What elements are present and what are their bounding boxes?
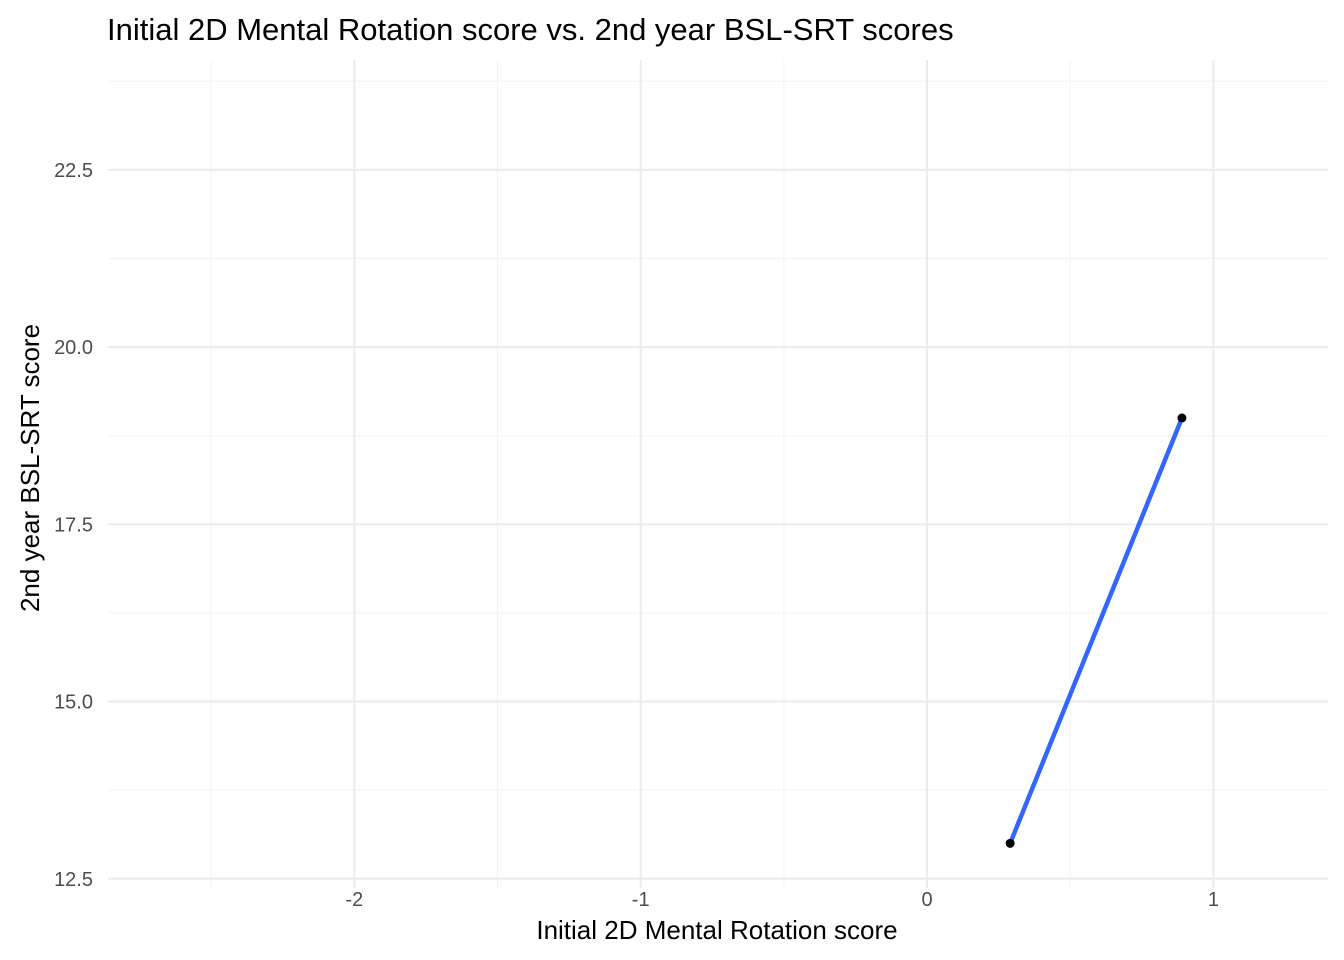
plot-series: [1005, 413, 1187, 848]
x-tick-label: -2: [345, 889, 363, 911]
x-tick-label: 1: [1208, 889, 1219, 911]
y-tick-label: 12.5: [54, 869, 93, 891]
data-point: [1177, 413, 1187, 423]
minor-gridlines: [108, 60, 1328, 888]
x-axis-title: Initial 2D Mental Rotation score: [536, 915, 897, 945]
major-gridlines: [108, 60, 1328, 888]
x-tick-label: -1: [632, 889, 650, 911]
x-tick-label: 0: [922, 889, 933, 911]
fit-line: [1007, 415, 1185, 846]
data-point: [1005, 838, 1015, 848]
chart-title: Initial 2D Mental Rotation score vs. 2nd…: [107, 12, 954, 47]
y-axis-title: 2nd year BSL-SRT score: [15, 324, 45, 612]
y-tick-label: 20.0: [54, 337, 93, 359]
y-tick-label: 15.0: [54, 692, 93, 714]
y-tick-label: 17.5: [54, 514, 93, 536]
y-tick-label: 22.5: [54, 160, 93, 182]
tick-labels: -2 -1 0 1 12.5 15.0 17.5 20.0 22.5: [54, 160, 1219, 911]
